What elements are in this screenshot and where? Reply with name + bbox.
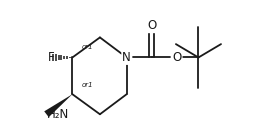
- Text: H₂N: H₂N: [47, 108, 70, 121]
- Text: N: N: [122, 51, 131, 64]
- Text: F: F: [47, 51, 54, 64]
- Text: O: O: [172, 51, 181, 64]
- Text: O: O: [147, 19, 156, 32]
- Polygon shape: [44, 94, 72, 117]
- Text: or1: or1: [82, 82, 93, 88]
- Text: or1: or1: [82, 45, 93, 50]
